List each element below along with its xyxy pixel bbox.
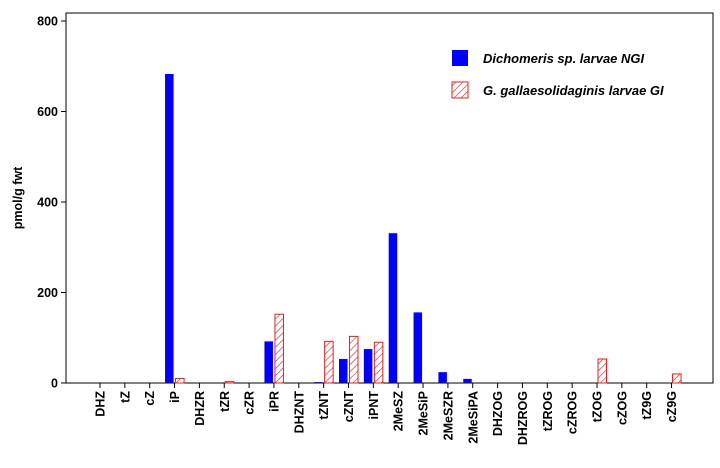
bars-group — [165, 73, 682, 384]
x-tick-label: 2MeSiPA — [466, 391, 480, 444]
x-tick-label: tZOG — [591, 391, 605, 422]
x-tick-label: cZ — [143, 391, 157, 406]
x-tick-label: tZROG — [541, 391, 555, 431]
x-tick-label: cZR — [243, 391, 257, 415]
bar-gi-iP — [175, 377, 185, 384]
bar-ngi-cZNT — [339, 359, 348, 383]
x-tick-label: iPR — [267, 391, 281, 412]
y-tick-label: 800 — [37, 15, 58, 29]
y-axis-label: pmol/g fwt — [11, 166, 25, 229]
x-tick-label: iP — [168, 391, 182, 403]
x-tick-label: DHZR — [193, 391, 207, 426]
bar-gi-iPR — [274, 313, 284, 384]
x-tick-label: tZ — [118, 391, 132, 403]
x-tick-label: DHZ — [94, 391, 108, 417]
legend-swatch-gi — [451, 81, 469, 99]
bar-ngi-tZNT — [314, 382, 323, 383]
x-tick-label: 2MeSZ — [392, 391, 406, 432]
legend: Dichomeris sp. larvae NGI G. gallaesolida… — [451, 50, 664, 99]
y-tick-label: 200 — [37, 286, 58, 300]
y-axis: 0 200 400 600 800 — [37, 15, 66, 391]
bar-ngi-2MeSZ — [388, 233, 398, 383]
y-tick-label: 600 — [37, 105, 58, 119]
legend-label-gi: G. gallaesolidaginis larvae GI — [483, 83, 664, 98]
x-tick-label: cZNT — [342, 391, 356, 423]
x-tick-label: DHZROG — [516, 391, 530, 445]
bar-gi-tZR — [224, 381, 235, 384]
x-tick-label: DHZNT — [292, 391, 306, 434]
x-tick-label: 2MeSZR — [441, 391, 455, 440]
legend-swatch-ngi — [452, 50, 468, 66]
bar-ngi-iPR — [264, 341, 273, 383]
x-tick-label: 2MeSiP — [417, 391, 431, 435]
bar-gi-tZOG — [597, 358, 607, 384]
bar-gi-tZNT — [324, 340, 334, 384]
x-tick-label: cZROG — [566, 391, 580, 434]
bar-ngi-iP — [165, 73, 174, 383]
bar-gi-cZNT — [349, 335, 359, 384]
x-tick-label: iPNT — [367, 391, 381, 420]
bar-gi-iPNT — [373, 341, 384, 384]
x-axis: DHZ tZ cZ iP DHZR tZR cZR iPR DHZNT tZNT cZNT iPNT 2… — [94, 383, 679, 445]
y-tick-label: 400 — [37, 196, 58, 210]
x-tick-label: tZNT — [317, 391, 331, 420]
bar-ngi-2MeSiPA — [463, 378, 472, 383]
x-tick-label: cZOG — [615, 391, 629, 425]
bar-ngi-2MeSiP — [413, 312, 423, 383]
bar-ngi-iPNT — [363, 349, 373, 383]
bar-ngi-2MeSZR — [438, 372, 447, 383]
y-tick-label: 0 — [51, 377, 58, 391]
x-tick-label: cZ9G — [665, 391, 679, 422]
x-tick-label: DHZOG — [491, 391, 505, 436]
bar-gi-cZ9G — [672, 373, 682, 384]
legend-label-ngi: Dichomeris sp. larvae NGI — [483, 51, 645, 66]
x-tick-label: tZR — [218, 391, 232, 412]
x-tick-label: tZ9G — [640, 391, 654, 419]
